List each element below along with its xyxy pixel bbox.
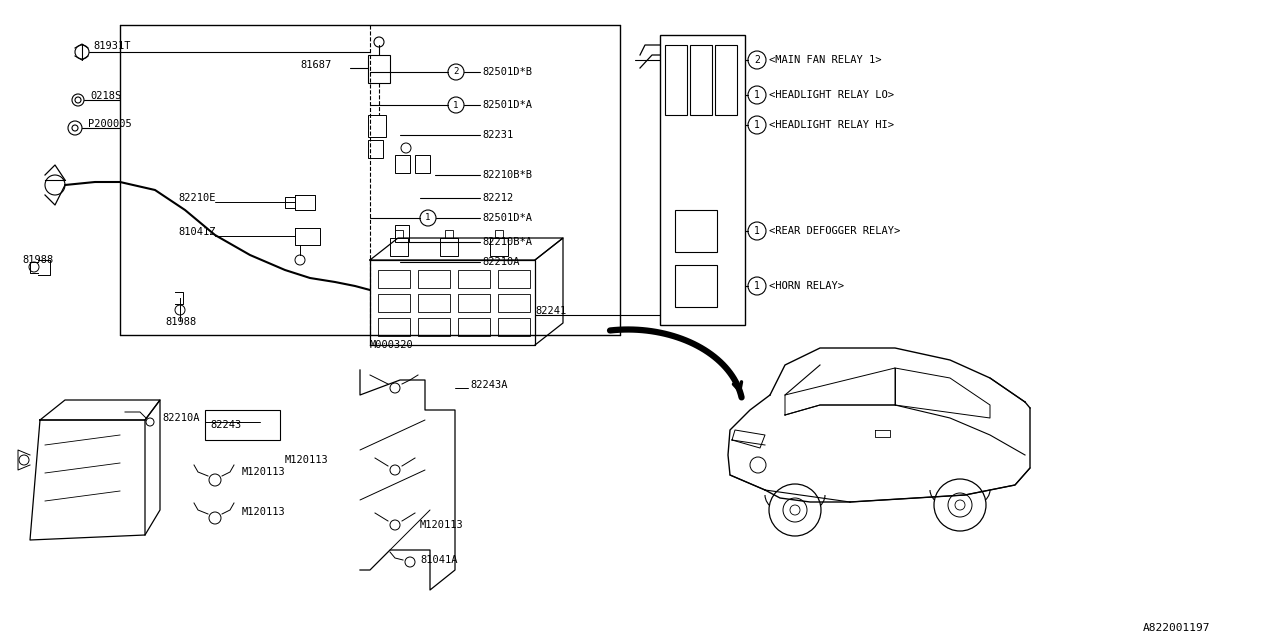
Text: 81041A: 81041A	[420, 555, 457, 565]
Text: <HORN RELAY>: <HORN RELAY>	[769, 281, 844, 291]
Bar	[458, 318, 490, 336]
Text: 81988: 81988	[165, 317, 196, 327]
Text: M120113: M120113	[242, 507, 285, 517]
Text: 82243A: 82243A	[470, 380, 507, 390]
Bar	[675, 265, 717, 307]
Bar	[205, 410, 280, 440]
Text: 1: 1	[453, 100, 458, 109]
Text: 2: 2	[754, 55, 760, 65]
Text: M000320: M000320	[370, 340, 413, 350]
Bar	[369, 115, 387, 137]
Text: 81041Z: 81041Z	[178, 227, 215, 237]
Bar	[498, 270, 530, 288]
Text: 82243: 82243	[210, 420, 241, 430]
Bar	[666, 45, 687, 115]
Bar	[378, 318, 410, 336]
Text: <HEADLIGHT RELAY HI>: <HEADLIGHT RELAY HI>	[769, 120, 893, 130]
Bar	[498, 294, 530, 312]
Text: P200005: P200005	[88, 119, 132, 129]
Text: 1: 1	[754, 90, 760, 100]
Bar	[690, 45, 712, 115]
Bar	[675, 210, 717, 252]
Text: 0218S: 0218S	[90, 91, 122, 101]
Bar	[378, 270, 410, 288]
Text: 82210A: 82210A	[483, 257, 520, 267]
Text: <MAIN FAN RELAY 1>: <MAIN FAN RELAY 1>	[769, 55, 882, 65]
Text: 1: 1	[425, 214, 430, 223]
Text: 1: 1	[754, 120, 760, 130]
Text: 82210B*B: 82210B*B	[483, 170, 532, 180]
Bar	[419, 270, 451, 288]
Bar	[369, 55, 390, 83]
Text: 82210B*A: 82210B*A	[483, 237, 532, 247]
Text: 1: 1	[754, 226, 760, 236]
Text: 82501D*B: 82501D*B	[483, 67, 532, 77]
Text: 82210E: 82210E	[178, 193, 215, 203]
Text: 82501D*A: 82501D*A	[483, 100, 532, 110]
Text: <HEADLIGHT RELAY LO>: <HEADLIGHT RELAY LO>	[769, 90, 893, 100]
Bar	[415, 155, 430, 173]
Bar	[369, 140, 383, 158]
Bar	[445, 230, 453, 238]
Bar	[419, 318, 451, 336]
Bar	[396, 225, 410, 242]
Text: A822001197: A822001197	[1143, 623, 1210, 633]
Text: 2: 2	[453, 67, 458, 77]
Text: 81687: 81687	[300, 60, 332, 70]
Bar	[440, 238, 458, 256]
Text: 82210A: 82210A	[163, 413, 200, 423]
Text: M120113: M120113	[420, 520, 463, 530]
Text: 82501D*A: 82501D*A	[483, 213, 532, 223]
Bar	[490, 238, 508, 256]
Bar	[716, 45, 737, 115]
Text: M120113: M120113	[242, 467, 285, 477]
Text: 1: 1	[754, 281, 760, 291]
Bar	[660, 35, 745, 325]
Text: 81988: 81988	[22, 255, 54, 265]
Bar	[498, 318, 530, 336]
Text: 82231: 82231	[483, 130, 513, 140]
Bar	[458, 294, 490, 312]
Circle shape	[769, 484, 820, 536]
Circle shape	[934, 479, 986, 531]
Text: M120113: M120113	[285, 455, 329, 465]
Text: 81931T: 81931T	[93, 41, 131, 51]
Bar	[396, 230, 403, 238]
Bar	[419, 294, 451, 312]
Bar	[458, 270, 490, 288]
Bar	[390, 238, 408, 256]
Text: 82212: 82212	[483, 193, 513, 203]
Bar	[396, 155, 410, 173]
Text: 82241: 82241	[535, 306, 566, 316]
Bar	[495, 230, 503, 238]
Bar	[378, 294, 410, 312]
Text: <REAR DEFOGGER RELAY>: <REAR DEFOGGER RELAY>	[769, 226, 900, 236]
